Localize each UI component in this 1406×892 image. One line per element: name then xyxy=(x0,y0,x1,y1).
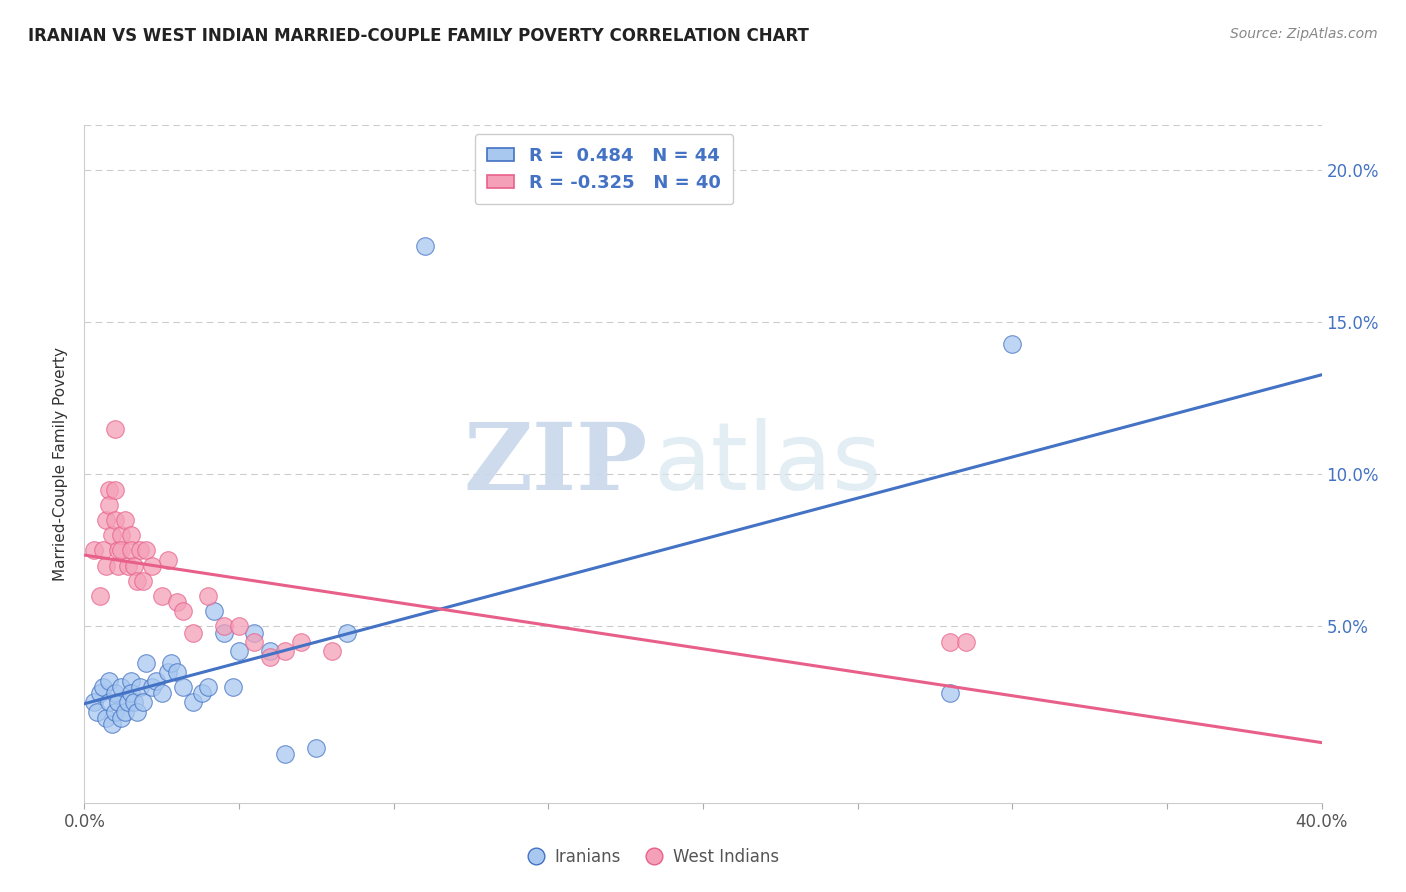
Point xyxy=(129,680,152,694)
Point xyxy=(107,696,129,710)
Point xyxy=(117,696,139,710)
Point xyxy=(83,696,105,710)
Point xyxy=(110,680,132,694)
Point xyxy=(120,543,142,558)
Point xyxy=(939,634,962,648)
Point xyxy=(98,674,121,689)
Point xyxy=(290,634,312,648)
Point xyxy=(125,574,148,588)
Point xyxy=(212,619,235,633)
Point xyxy=(120,528,142,542)
Point xyxy=(98,696,121,710)
Point xyxy=(1001,336,1024,351)
Point xyxy=(243,634,266,648)
Y-axis label: Married-Couple Family Poverty: Married-Couple Family Poverty xyxy=(53,347,69,581)
Point xyxy=(156,552,179,566)
Point xyxy=(110,711,132,725)
Point xyxy=(413,239,436,253)
Point xyxy=(91,543,114,558)
Point xyxy=(141,680,163,694)
Point xyxy=(94,558,117,573)
Point xyxy=(181,696,204,710)
Point xyxy=(132,696,155,710)
Point xyxy=(243,625,266,640)
Point xyxy=(191,686,214,700)
Point xyxy=(120,686,142,700)
Text: Source: ZipAtlas.com: Source: ZipAtlas.com xyxy=(1230,27,1378,41)
Point xyxy=(197,589,219,603)
Point xyxy=(117,558,139,573)
Point xyxy=(172,604,194,618)
Point xyxy=(114,513,136,527)
Point xyxy=(104,483,127,497)
Point xyxy=(955,634,977,648)
Point xyxy=(110,543,132,558)
Point xyxy=(107,543,129,558)
Point xyxy=(86,705,108,719)
Point xyxy=(98,498,121,512)
Point xyxy=(94,513,117,527)
Text: IRANIAN VS WEST INDIAN MARRIED-COUPLE FAMILY POVERTY CORRELATION CHART: IRANIAN VS WEST INDIAN MARRIED-COUPLE FA… xyxy=(28,27,808,45)
Point xyxy=(107,558,129,573)
Point xyxy=(202,604,225,618)
Point xyxy=(156,665,179,679)
Point xyxy=(222,680,245,694)
Point xyxy=(122,696,145,710)
Point xyxy=(321,644,343,658)
Point xyxy=(120,674,142,689)
Point xyxy=(939,686,962,700)
Point xyxy=(132,574,155,588)
Point xyxy=(228,644,250,658)
Point xyxy=(274,644,297,658)
Point xyxy=(129,543,152,558)
Point xyxy=(172,680,194,694)
Legend: Iranians, West Indians: Iranians, West Indians xyxy=(522,841,786,872)
Point xyxy=(212,625,235,640)
Point xyxy=(150,686,173,700)
Point xyxy=(197,680,219,694)
Point xyxy=(83,543,105,558)
Point xyxy=(259,649,281,664)
Text: ZIP: ZIP xyxy=(463,419,647,508)
Point xyxy=(104,705,127,719)
Point xyxy=(114,705,136,719)
Point xyxy=(110,528,132,542)
Point xyxy=(98,483,121,497)
Point xyxy=(259,644,281,658)
Point xyxy=(135,543,157,558)
Point xyxy=(101,528,124,542)
Point xyxy=(160,656,183,670)
Point xyxy=(166,665,188,679)
Point xyxy=(104,686,127,700)
Point xyxy=(94,711,117,725)
Point xyxy=(104,513,127,527)
Point xyxy=(145,674,167,689)
Point xyxy=(89,589,111,603)
Point xyxy=(104,422,127,436)
Point xyxy=(141,558,163,573)
Point xyxy=(89,686,111,700)
Point xyxy=(305,741,328,756)
Point xyxy=(125,705,148,719)
Point xyxy=(274,747,297,761)
Point xyxy=(91,680,114,694)
Point xyxy=(336,625,359,640)
Point xyxy=(122,558,145,573)
Point xyxy=(181,625,204,640)
Point xyxy=(135,656,157,670)
Text: atlas: atlas xyxy=(654,417,882,510)
Point xyxy=(150,589,173,603)
Point xyxy=(101,716,124,731)
Point xyxy=(166,595,188,609)
Point xyxy=(228,619,250,633)
